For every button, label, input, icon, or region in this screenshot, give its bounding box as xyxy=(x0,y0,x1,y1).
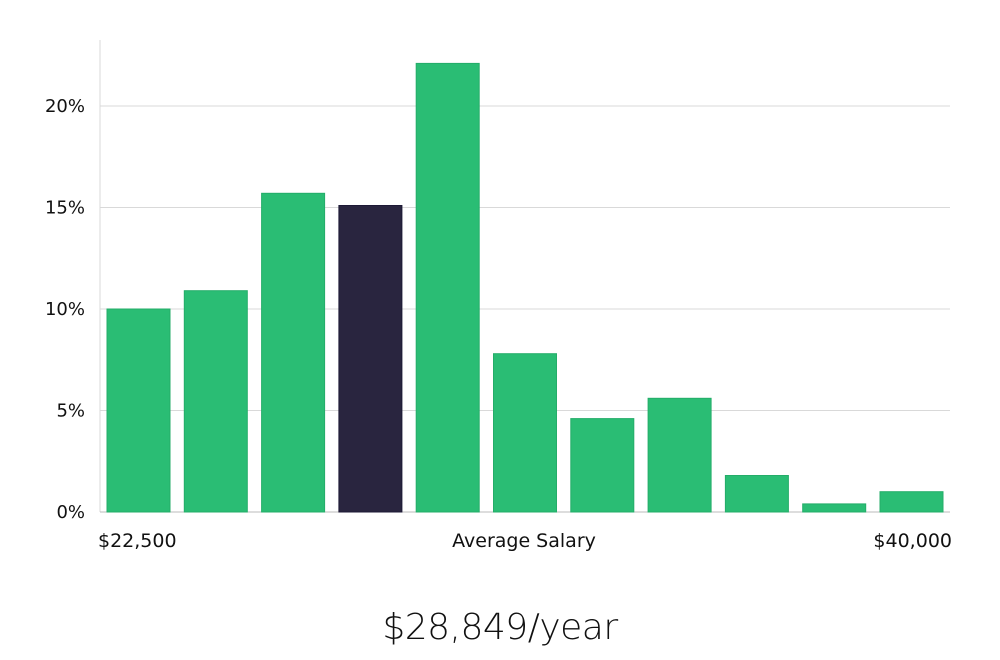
bar-highlighted xyxy=(338,205,403,513)
bar xyxy=(183,290,248,513)
y-tick-label: 0% xyxy=(56,502,85,523)
bar xyxy=(647,397,712,513)
bar xyxy=(724,475,789,513)
bar xyxy=(261,192,326,513)
y-tick-labels: 0% 5% 10% 15% 20% xyxy=(45,96,85,523)
x-end-label: $40,000 xyxy=(873,530,952,552)
bars xyxy=(106,62,944,513)
x-start-label: $22,500 xyxy=(98,530,177,552)
bar xyxy=(802,503,867,513)
average-salary-value: $28,849/year xyxy=(382,607,618,648)
bar xyxy=(415,62,480,513)
salary-histogram: 0% 5% 10% 15% 20% $22,500 Average Salary $40… xyxy=(45,40,952,552)
y-tick-label: 10% xyxy=(45,299,85,320)
bar xyxy=(493,353,557,513)
y-tick-label: 5% xyxy=(56,401,85,422)
y-tick-label: 15% xyxy=(45,198,85,219)
bar xyxy=(570,418,635,513)
bar xyxy=(879,491,944,513)
y-tick-label: 20% xyxy=(45,96,85,117)
bar xyxy=(106,308,171,513)
x-axis-title: Average Salary xyxy=(452,530,596,552)
